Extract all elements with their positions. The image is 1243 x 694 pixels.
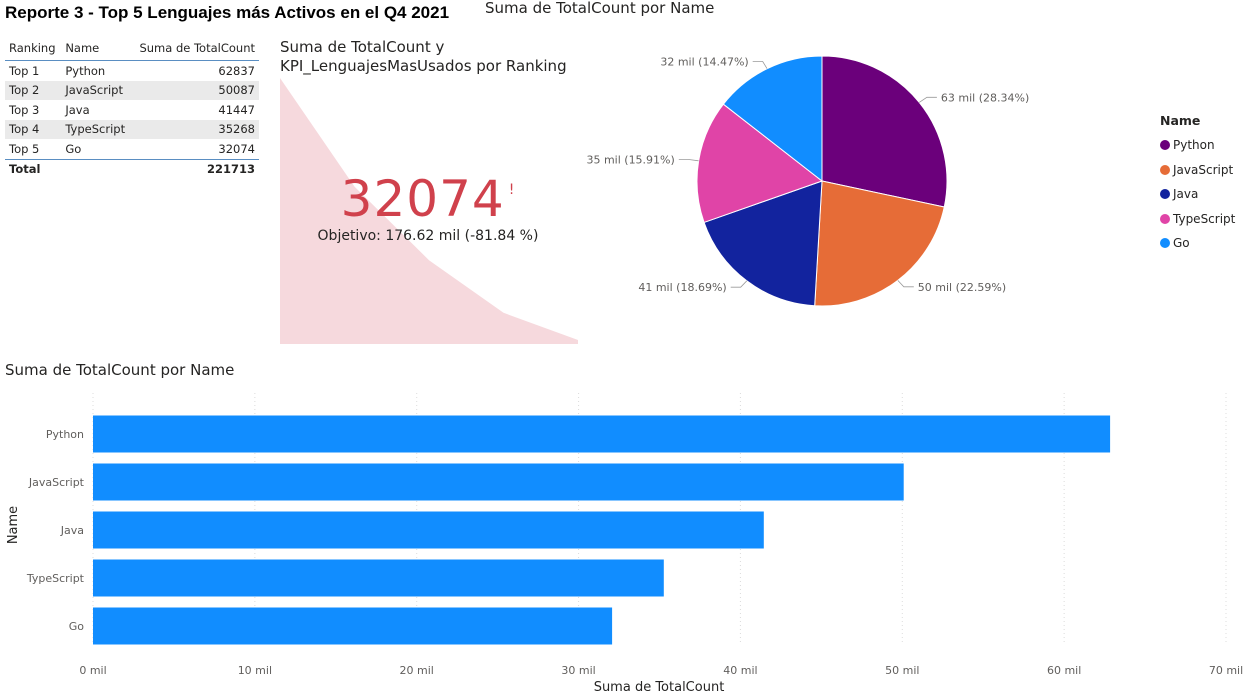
pie-leader-line bbox=[918, 96, 937, 103]
x-tick-label: 40 mil bbox=[723, 664, 757, 677]
y-tick-label: TypeScript bbox=[26, 572, 85, 585]
y-tick-label: Go bbox=[69, 620, 85, 633]
cell-value: 50087 bbox=[131, 80, 259, 100]
bar-go[interactable] bbox=[93, 607, 613, 645]
y-axis-title: Name bbox=[6, 506, 21, 544]
pie-data-label: 41 mil (18.69%) bbox=[638, 281, 726, 294]
x-tick-label: 30 mil bbox=[561, 664, 595, 677]
table-row[interactable]: Top 5 Go 32074 bbox=[5, 139, 259, 159]
col-header-total[interactable]: Suma de TotalCount bbox=[139, 41, 255, 55]
bar-typescript[interactable] bbox=[93, 559, 664, 597]
x-tick-label: 10 mil bbox=[238, 664, 272, 677]
x-tick-label: 60 mil bbox=[1047, 664, 1081, 677]
cell-name: Java bbox=[65, 102, 90, 117]
x-tick-label: 50 mil bbox=[885, 664, 919, 677]
kpi-trend-area-path bbox=[280, 78, 578, 344]
x-tick-label: 0 mil bbox=[79, 664, 106, 677]
bar-python[interactable] bbox=[93, 415, 1111, 453]
x-tick-label: 20 mil bbox=[400, 664, 434, 677]
legend-dot bbox=[1160, 213, 1170, 224]
legend-dot bbox=[1160, 189, 1170, 200]
x-tick-label: 70 mil bbox=[1209, 664, 1243, 677]
cell-name: TypeScript bbox=[61, 119, 132, 139]
table-row[interactable]: Top 2 JavaScript 50087 bbox=[5, 80, 259, 100]
report-title: Reporte 3 - Top 5 Lenguajes más Activos … bbox=[5, 3, 450, 22]
kpi-title-line2: KPI_LenguajesMasUsados por Ranking bbox=[280, 57, 567, 75]
legend-title: Name bbox=[1160, 113, 1201, 128]
bar-chart[interactable]: 0 mil 10 mil 20 mil 30 mil 40 mil 50 mil 60 mi… bbox=[0, 385, 1243, 694]
kpi-trend-area bbox=[280, 78, 578, 344]
legend-label: Go bbox=[1173, 236, 1190, 251]
cell-name: Go bbox=[65, 141, 82, 156]
table-row[interactable]: Top 4 TypeScript 35268 bbox=[5, 119, 259, 139]
ranking-table[interactable]: Ranking Name Suma de TotalCount Top 1 Py… bbox=[5, 36, 259, 179]
cell-value: 35268 bbox=[131, 119, 259, 139]
pie-slice-typescript[interactable] bbox=[696, 103, 824, 224]
legend-item-java[interactable]: Java bbox=[1160, 182, 1235, 207]
warning-exclamation-icon: ! bbox=[508, 182, 516, 198]
pie-data-label: 32 mil (14.47%) bbox=[660, 56, 748, 69]
legend-item-typescript[interactable]: TypeScript bbox=[1160, 207, 1235, 232]
cell-value: 32074 bbox=[218, 141, 255, 156]
y-tick-label: Java bbox=[60, 524, 84, 537]
cell-name: Python bbox=[65, 63, 106, 78]
legend-item-go[interactable]: Go bbox=[1160, 231, 1235, 256]
legend-label: Java bbox=[1173, 187, 1199, 202]
legend-label: JavaScript bbox=[1173, 162, 1234, 177]
total-value: 221713 bbox=[131, 158, 259, 179]
pie-data-label: 35 mil (15.91%) bbox=[586, 154, 674, 167]
kpi-title-line1: Suma de TotalCount y bbox=[280, 38, 445, 56]
legend-dot bbox=[1160, 164, 1170, 175]
pie-leader-line bbox=[752, 61, 768, 69]
table-row[interactable]: Top 1 Python 62837 bbox=[5, 61, 259, 81]
cell-value: 41447 bbox=[218, 102, 255, 117]
pie-leader-line bbox=[678, 159, 699, 162]
col-header-ranking[interactable]: Ranking bbox=[9, 41, 56, 55]
pie-slice-python[interactable] bbox=[821, 55, 948, 208]
table-row[interactable]: Top 3 Java 41447 bbox=[5, 100, 259, 120]
cell-value: 62837 bbox=[218, 63, 255, 78]
table-total-row: Total 221713 bbox=[5, 158, 259, 179]
cell-name: JavaScript bbox=[61, 80, 132, 100]
bar-java[interactable] bbox=[93, 511, 764, 549]
pie-leader-line bbox=[730, 280, 748, 288]
cell-ranking: Top 2 bbox=[5, 80, 62, 100]
x-axis-title: Suma de TotalCount bbox=[594, 680, 725, 694]
col-header-name[interactable]: Name bbox=[65, 41, 100, 55]
cell-ranking: Top 5 bbox=[9, 141, 40, 156]
legend-label: Python bbox=[1173, 138, 1215, 153]
bar-title: Suma de TotalCount por Name bbox=[5, 361, 235, 379]
pie-chart[interactable]: 63 mil (28.34%) 50 mil (22.59%) 41 mil (18… bbox=[580, 30, 1060, 330]
pie-slice-javascript[interactable] bbox=[814, 180, 945, 307]
pie-data-label: 50 mil (22.59%) bbox=[918, 281, 1006, 294]
kpi-goal: Objetivo: 176.62 mil (-81.84 %) bbox=[317, 228, 539, 244]
kpi-value: 32074 bbox=[340, 170, 505, 228]
legend-item-python[interactable]: Python bbox=[1160, 133, 1235, 158]
kpi-card[interactable]: 32074! bbox=[280, 170, 576, 228]
total-label: Total bbox=[5, 158, 62, 179]
legend-dot bbox=[1160, 238, 1170, 249]
legend-item-javascript[interactable]: JavaScript bbox=[1160, 158, 1235, 183]
pie-leader-line bbox=[897, 280, 914, 288]
cell-ranking: Top 1 bbox=[9, 63, 40, 78]
legend-dot bbox=[1160, 140, 1170, 151]
pie-title: Suma de TotalCount por Name bbox=[485, 0, 715, 17]
legend-label: TypeScript bbox=[1173, 211, 1236, 226]
bar-javascript[interactable] bbox=[93, 463, 904, 501]
y-tick-label: JavaScript bbox=[28, 476, 85, 489]
y-tick-label: Python bbox=[46, 428, 84, 441]
pie-legend: Name Python JavaScript Java TypeScript G… bbox=[1160, 113, 1235, 256]
pie-data-label: 63 mil (28.34%) bbox=[941, 91, 1029, 104]
cell-ranking: Top 4 bbox=[5, 119, 62, 139]
cell-ranking: Top 3 bbox=[9, 102, 40, 117]
pie-slice-go[interactable] bbox=[722, 55, 823, 183]
kpi-title: Suma de TotalCount y KPI_LenguajesMasUsa… bbox=[280, 38, 567, 76]
